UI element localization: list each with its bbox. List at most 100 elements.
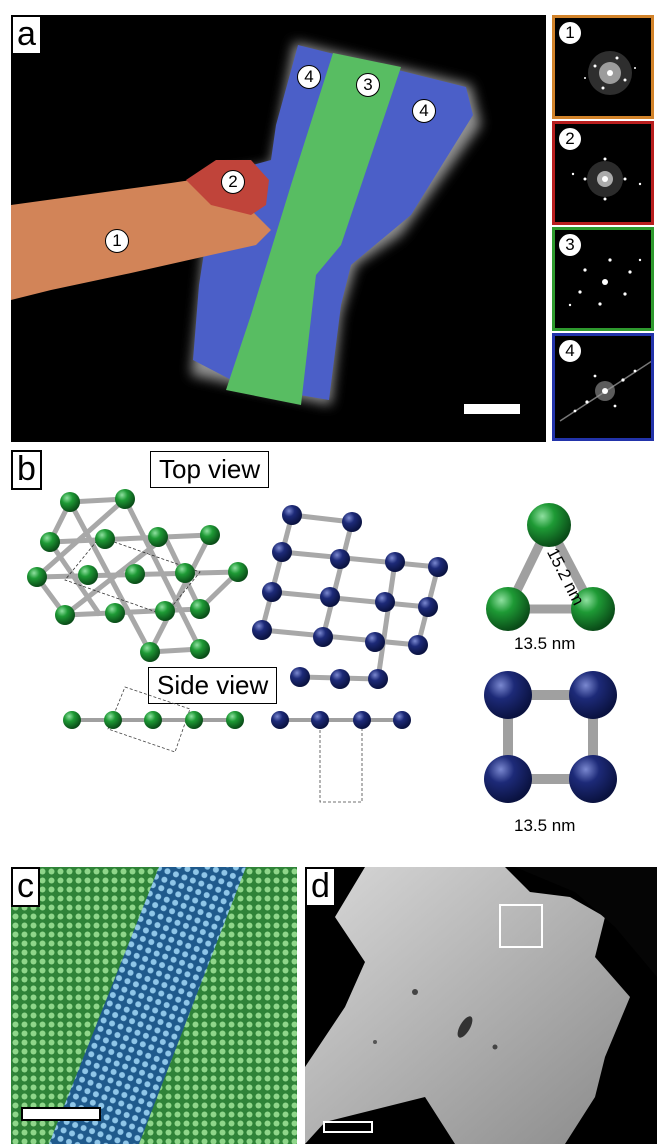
fft-pattern-3	[568, 258, 642, 307]
square-atoms	[252, 505, 448, 689]
green-atom	[148, 527, 168, 547]
blue-atom	[313, 627, 333, 647]
panel-a: 1 2 3 4 4	[11, 15, 546, 442]
blue-atom	[282, 505, 302, 525]
surface-pit	[373, 1040, 377, 1044]
blue-atom	[271, 711, 289, 729]
triangle-unit-cell	[486, 503, 615, 631]
green-atom	[527, 503, 571, 547]
square-dimension: 13.5 nm	[514, 816, 576, 835]
panel-d-letter: d	[305, 867, 336, 907]
fft-pattern-2	[571, 157, 642, 201]
scale-bar-d	[323, 1121, 373, 1133]
fft-tag-2: 2	[558, 127, 582, 151]
surface-feature	[457, 1016, 473, 1038]
green-atom	[104, 711, 122, 729]
panel-d	[305, 867, 657, 1144]
region-tag-3: 3	[356, 73, 380, 97]
blue-atom	[311, 711, 329, 729]
panel-c-atomic-image	[11, 867, 297, 1144]
panel-a-letter: a	[11, 15, 42, 55]
region-tag-4-right: 4	[412, 99, 436, 123]
blue-atom	[272, 542, 292, 562]
panel-d-micrograph	[305, 867, 657, 1144]
blue-atom	[484, 755, 532, 803]
green-atom	[200, 525, 220, 545]
panel-c-letter: c	[11, 867, 40, 907]
blue-atom	[569, 755, 617, 803]
region-3-green	[226, 53, 401, 405]
square-band-region	[49, 867, 246, 1144]
fft-inset-1: 1	[552, 15, 654, 119]
green-atom	[40, 532, 60, 552]
green-atom	[175, 563, 195, 583]
triangle-base-dimension: 13.5 nm	[514, 634, 576, 653]
green-atom	[228, 562, 248, 582]
panel-a-micrograph	[11, 42, 481, 405]
green-atom	[190, 599, 210, 619]
fft-tag-3: 3	[558, 233, 582, 257]
blue-atom	[418, 597, 438, 617]
green-atom	[144, 711, 162, 729]
dark-corner-top-right	[515, 867, 657, 977]
scale-bar-a	[464, 404, 520, 414]
blue-atom	[393, 711, 411, 729]
hexagonal-side-view	[63, 686, 244, 753]
square-unit-cell	[484, 671, 617, 803]
blue-atom	[342, 512, 362, 532]
blue-atom	[408, 635, 428, 655]
blue-atom	[484, 671, 532, 719]
fft-tag-1: 1	[558, 21, 582, 45]
panel-c	[11, 867, 297, 1144]
blue-atom	[290, 667, 310, 687]
green-atom	[125, 564, 145, 584]
panel-b-schematic	[27, 489, 617, 803]
blue-atom	[385, 552, 405, 572]
fft-inset-3: 3	[552, 227, 654, 331]
blue-atom	[252, 620, 272, 640]
blue-atom	[375, 592, 395, 612]
green-atom	[190, 639, 210, 659]
fft-pattern-4	[559, 360, 651, 422]
blue-atom	[569, 671, 617, 719]
green-atom	[78, 565, 98, 585]
fft-inset-4: 4	[552, 333, 654, 441]
selected-region-box	[499, 904, 543, 948]
panel-b-letter: b	[11, 450, 42, 490]
fft-tag-4: 4	[558, 339, 582, 363]
green-atom	[63, 711, 81, 729]
side-view-cell-outline	[319, 720, 363, 803]
green-atom	[571, 587, 615, 631]
blue-atom	[428, 557, 448, 577]
green-atom	[155, 601, 175, 621]
blue-atom	[368, 669, 388, 689]
scale-bar-c	[21, 1107, 101, 1121]
blue-atom	[330, 549, 350, 569]
surface-pit	[492, 1044, 498, 1050]
green-atom	[55, 605, 75, 625]
square-lattice-top-view	[259, 512, 441, 682]
green-atom	[226, 711, 244, 729]
surface-pit	[412, 989, 418, 995]
green-atom	[105, 603, 125, 623]
blue-atom	[262, 582, 282, 602]
green-atom	[27, 567, 47, 587]
green-atom	[185, 711, 203, 729]
green-atom	[486, 587, 530, 631]
crystal-region	[305, 867, 630, 1144]
green-atom	[95, 529, 115, 549]
blue-atom	[320, 587, 340, 607]
region-tag-4-left: 4	[297, 65, 321, 89]
top-view-label: Top view	[150, 451, 270, 488]
green-atom	[140, 642, 160, 662]
blue-atom	[330, 669, 350, 689]
fft-pattern-1	[584, 51, 636, 95]
green-atom	[115, 489, 135, 509]
fft-inset-2: 2	[552, 121, 654, 225]
blue-atom	[365, 632, 385, 652]
hexagonal-atoms	[27, 489, 248, 662]
region-1-orange	[11, 177, 271, 300]
region-tag-2: 2	[221, 170, 245, 194]
blue-atom	[353, 711, 371, 729]
region-tag-1: 1	[105, 229, 129, 253]
